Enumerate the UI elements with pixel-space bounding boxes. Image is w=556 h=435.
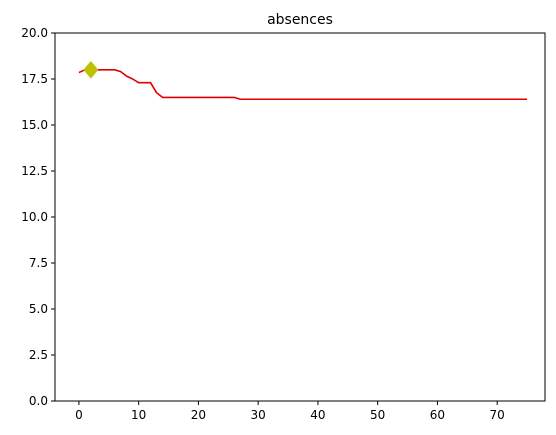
y-tick-label: 20.0 — [21, 26, 48, 40]
y-tick-label: 10.0 — [21, 210, 48, 224]
y-tick-label: 5.0 — [29, 302, 48, 316]
y-tick-label: 0.0 — [29, 394, 48, 408]
y-tick-label: 7.5 — [29, 256, 48, 270]
y-tick-label: 12.5 — [21, 164, 48, 178]
y-tick-label: 15.0 — [21, 118, 48, 132]
y-tick-label: 2.5 — [29, 348, 48, 362]
diamond-marker — [84, 62, 98, 78]
y-tick-label: 17.5 — [21, 72, 48, 86]
plot-frame — [55, 33, 545, 401]
x-tick-label: 60 — [430, 408, 445, 422]
x-tick-label: 20 — [191, 408, 206, 422]
plot-area — [79, 62, 527, 99]
x-tick-label: 0 — [75, 408, 83, 422]
series-line — [79, 70, 527, 99]
x-tick-label: 50 — [370, 408, 385, 422]
chart-title: absences — [267, 12, 333, 28]
x-tick-label: 30 — [251, 408, 266, 422]
x-tick-label: 70 — [490, 408, 505, 422]
axes: 0 10 20 30 40 50 60 70 0.0 2.5 5.0 7.5 10.0 12.5 15.0 1… — [21, 26, 505, 422]
x-tick-label: 40 — [310, 408, 325, 422]
x-tick-label: 10 — [131, 408, 146, 422]
